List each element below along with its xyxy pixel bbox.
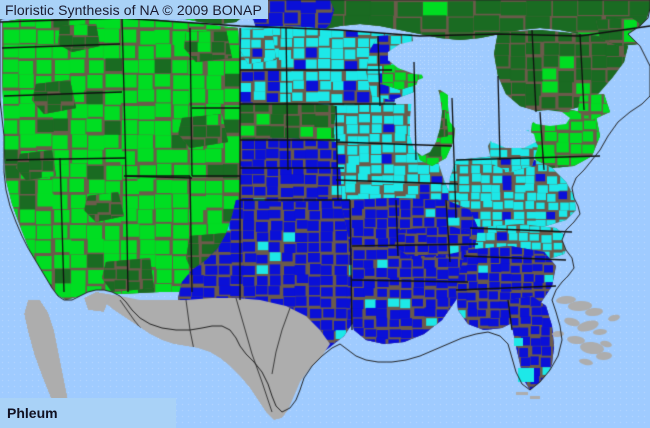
map-title-text: Floristic Synthesis of NA © 2009 BONAP — [5, 1, 262, 18]
taxon-name-text: Phleum — [7, 405, 58, 421]
taxon-name-plate: Phleum — [0, 398, 176, 428]
map-title-plate: Floristic Synthesis of NA © 2009 BONAP — [0, 0, 268, 19]
